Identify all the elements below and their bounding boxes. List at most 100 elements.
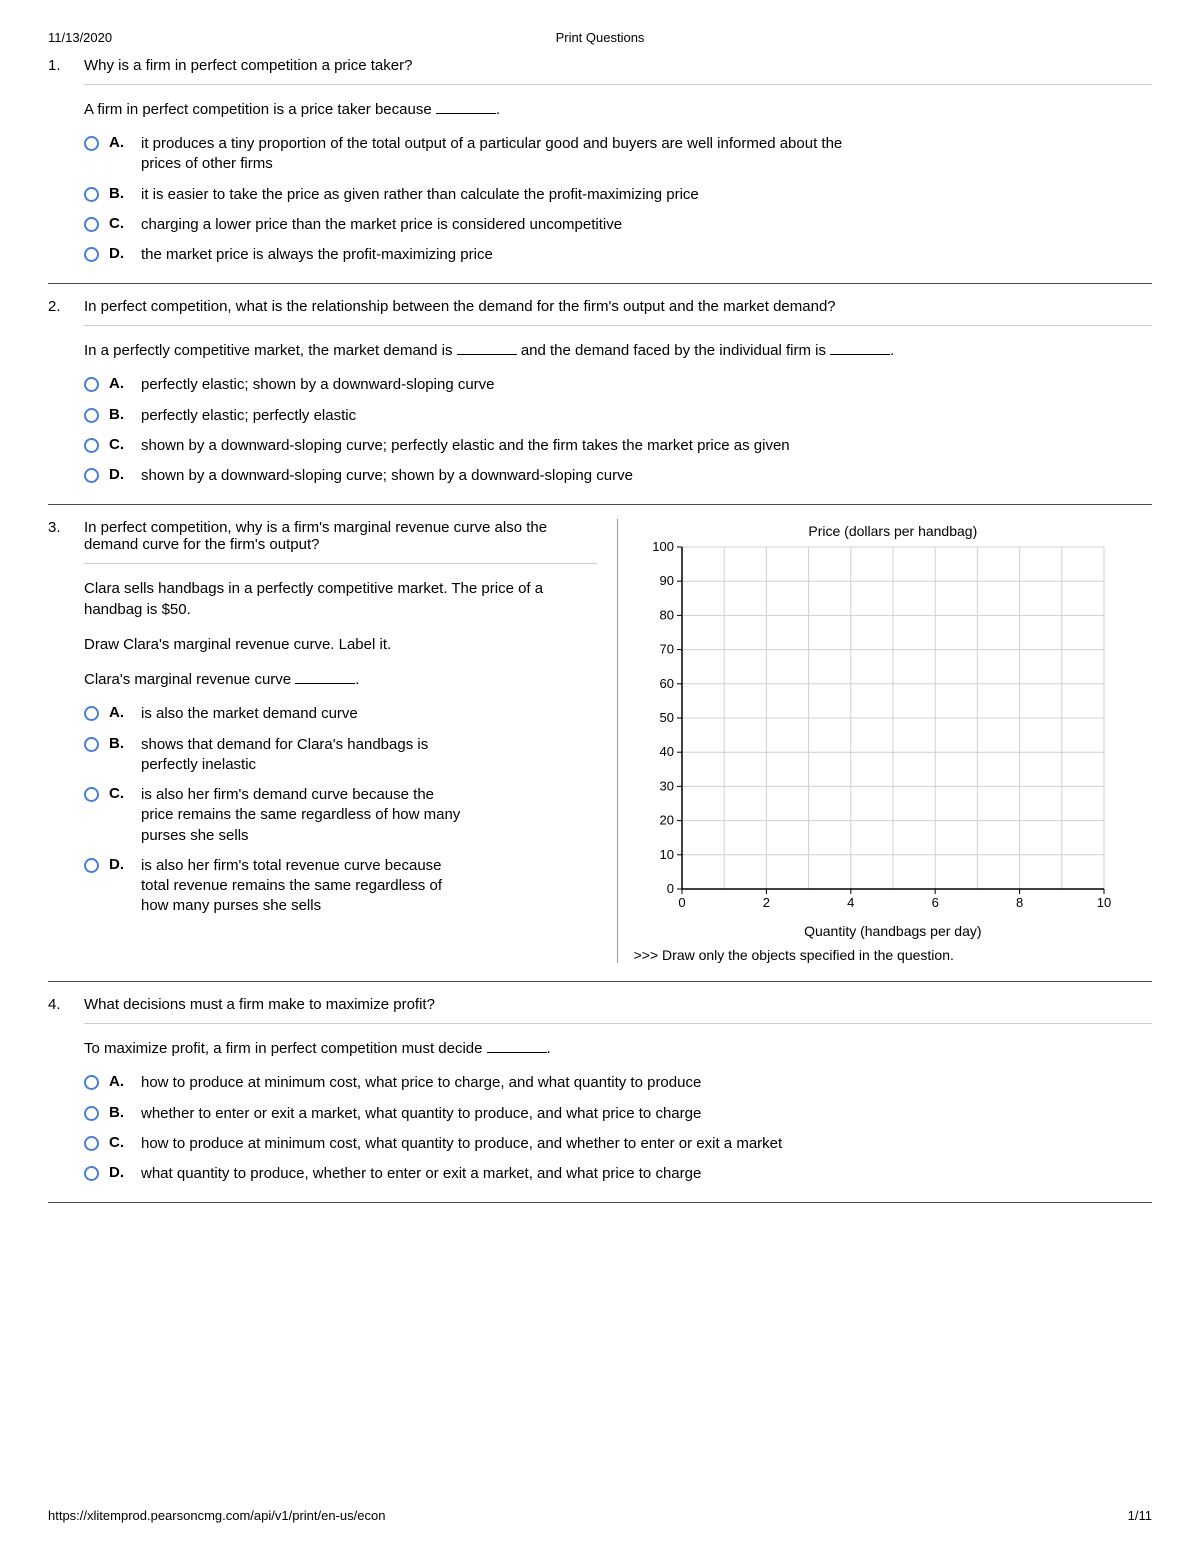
svg-text:70: 70 <box>659 642 673 657</box>
radio-icon[interactable] <box>84 377 99 392</box>
radio-icon[interactable] <box>84 737 99 752</box>
chart-note: >>> Draw only the objects specified in t… <box>634 947 1152 963</box>
question-number: 1. <box>48 57 72 265</box>
option-row[interactable]: C. how to produce at minimum cost, what q… <box>84 1134 1152 1154</box>
chart-y-title: Price (dollars per handbag) <box>634 523 1152 539</box>
question-title: In perfect competition, what is the rela… <box>84 298 1152 326</box>
svg-text:50: 50 <box>659 710 673 725</box>
question-title: Why is a firm in perfect competition a p… <box>84 57 1152 85</box>
option-row[interactable]: B. it is easier to take the price as give… <box>84 185 1152 205</box>
svg-text:10: 10 <box>659 847 673 862</box>
svg-text:80: 80 <box>659 608 673 623</box>
option-row[interactable]: C. is also her firm's demand curve becaus… <box>84 785 597 846</box>
question-content: Why is a firm in perfect competition a p… <box>84 57 1152 265</box>
option-row[interactable]: D.what quantity to produce, whether to e… <box>84 1164 1152 1184</box>
option-row[interactable]: C.shown by a downward-sloping curve; per… <box>84 436 1152 456</box>
options-list: A.it produces a tiny proportion of the t… <box>84 134 1152 265</box>
svg-text:6: 6 <box>931 895 938 910</box>
blank <box>487 1038 547 1053</box>
option-text: it produces a tiny proportion of the tot… <box>141 134 861 175</box>
header-title: Print Questions <box>556 30 645 45</box>
radio-icon[interactable] <box>84 247 99 262</box>
question-block: 1. Why is a firm in perfect competition a… <box>48 57 1152 284</box>
context-paragraph: Clara sells handbags in a perfectly comp… <box>84 578 597 620</box>
option-text: what quantity to produce, whether to ent… <box>141 1164 861 1184</box>
blank <box>830 340 890 355</box>
radio-icon[interactable] <box>84 1136 99 1151</box>
radio-icon[interactable] <box>84 217 99 232</box>
footer-page: 1/11 <box>1128 1508 1152 1523</box>
radio-icon[interactable] <box>84 438 99 453</box>
option-row[interactable]: A. is also the market demand curve <box>84 704 597 724</box>
radio-icon[interactable] <box>84 706 99 721</box>
option-letter: D. <box>109 856 131 873</box>
page-footer: https://xlitemprod.pearsoncmg.com/api/v1… <box>48 1508 1152 1523</box>
chart-svg: 01020304050607080901000246810 <box>634 539 1114 919</box>
option-text: perfectly elastic; perfectly elastic <box>141 406 861 426</box>
radio-icon[interactable] <box>84 136 99 151</box>
question-block: 4.What decisions must a firm make to max… <box>48 996 1152 1203</box>
chart-x-title: Quantity (handbags per day) <box>634 923 1152 939</box>
question-content: In perfect competition, what is the rela… <box>84 298 1152 486</box>
question-content: In perfect competition, why is a firm's … <box>84 519 1152 963</box>
question-block: 3. In perfect competition, why is a firm'… <box>48 519 1152 982</box>
chart-area[interactable]: Price (dollars per handbag)0102030405060… <box>634 523 1152 963</box>
option-row[interactable]: C.charging a lower price than the market… <box>84 215 1152 235</box>
radio-icon[interactable] <box>84 408 99 423</box>
option-text: whether to enter or exit a market, what … <box>141 1104 861 1124</box>
option-letter: C. <box>109 1134 131 1151</box>
blank <box>436 99 496 114</box>
option-row[interactable]: D.shown by a downward-sloping curve; sho… <box>84 466 1152 486</box>
option-row[interactable]: B. whether to enter or exit a market, wha… <box>84 1104 1152 1124</box>
option-row[interactable]: D.the market price is always the profit-… <box>84 245 1152 265</box>
option-text: is also her firm's demand curve because … <box>141 785 461 846</box>
option-text: shows that demand for Clara's handbags i… <box>141 735 461 776</box>
option-row[interactable]: A.perfectly elastic; shown by a downward… <box>84 375 1152 395</box>
svg-text:8: 8 <box>1016 895 1023 910</box>
blank <box>295 669 355 684</box>
option-row[interactable]: B. shows that demand for Clara's handbags… <box>84 735 597 776</box>
question-block: 2.In perfect competition, what is the re… <box>48 298 1152 505</box>
option-letter: C. <box>109 436 131 453</box>
option-text: how to produce at minimum cost, what pri… <box>141 1073 861 1093</box>
radio-icon[interactable] <box>84 468 99 483</box>
radio-icon[interactable] <box>84 1075 99 1090</box>
radio-icon[interactable] <box>84 187 99 202</box>
option-text: it is easier to take the price as given … <box>141 185 861 205</box>
option-text: how to produce at minimum cost, what qua… <box>141 1134 861 1154</box>
option-text: is also the market demand curve <box>141 704 461 724</box>
blank <box>457 340 517 355</box>
options-list: A.perfectly elastic; shown by a downward… <box>84 375 1152 486</box>
page-header: 11/13/2020 Print Questions <box>48 30 1152 45</box>
option-letter: C. <box>109 785 131 802</box>
option-letter: B. <box>109 735 131 752</box>
option-row[interactable]: A.it produces a tiny proportion of the t… <box>84 134 1152 175</box>
options-list: A.how to produce at minimum cost, what p… <box>84 1073 1152 1184</box>
option-row[interactable]: A.how to produce at minimum cost, what p… <box>84 1073 1152 1093</box>
question-title: In perfect competition, why is a firm's … <box>84 519 597 564</box>
radio-icon[interactable] <box>84 787 99 802</box>
svg-text:100: 100 <box>652 539 674 554</box>
option-text: perfectly elastic; shown by a downward-s… <box>141 375 861 395</box>
option-row[interactable]: B.perfectly elastic; perfectly elastic <box>84 406 1152 426</box>
option-letter: A. <box>109 704 131 721</box>
footer-url: https://xlitemprod.pearsoncmg.com/api/v1… <box>48 1508 385 1523</box>
question-number: 3. <box>48 519 72 963</box>
svg-text:10: 10 <box>1096 895 1110 910</box>
option-letter: B. <box>109 1104 131 1121</box>
header-date: 11/13/2020 <box>48 30 112 45</box>
radio-icon[interactable] <box>84 1106 99 1121</box>
question-prompt: A firm in perfect competition is a price… <box>84 99 1152 118</box>
option-text: charging a lower price than the market p… <box>141 215 861 235</box>
option-letter: D. <box>109 466 131 483</box>
radio-icon[interactable] <box>84 1166 99 1181</box>
question-content: What decisions must a firm make to maxim… <box>84 996 1152 1184</box>
question-prompt: Clara's marginal revenue curve . <box>84 669 597 688</box>
svg-text:20: 20 <box>659 813 673 828</box>
svg-text:0: 0 <box>678 895 685 910</box>
svg-text:4: 4 <box>847 895 854 910</box>
radio-icon[interactable] <box>84 858 99 873</box>
svg-text:0: 0 <box>666 881 673 896</box>
option-letter: B. <box>109 185 131 202</box>
option-row[interactable]: D.is also her firm's total revenue curve… <box>84 856 597 917</box>
